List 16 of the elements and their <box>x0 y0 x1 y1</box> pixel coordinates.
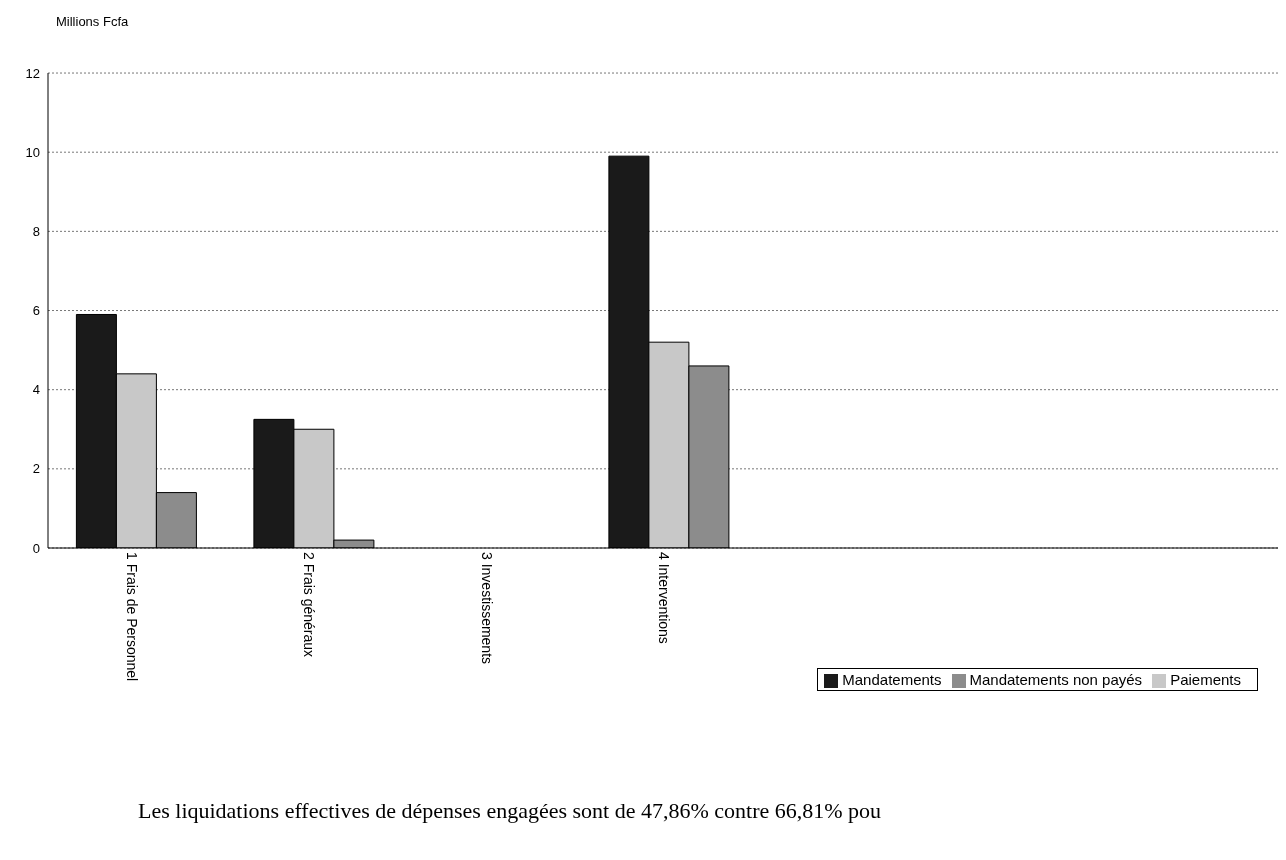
y-tick-label: 4 <box>32 382 40 398</box>
x-tick-label: 4 Interventions <box>656 552 673 644</box>
y-tick-label: 2 <box>32 461 40 477</box>
x-tick-label: 1 Frais de Personnel <box>123 552 140 682</box>
y-tick-label: 10 <box>25 144 40 160</box>
y-tick-label: 8 <box>32 223 40 239</box>
legend-label: Paiements <box>1170 671 1241 688</box>
y-tick-label: 0 <box>32 540 40 556</box>
legend-label: Mandatements non payés <box>969 671 1143 688</box>
x-tick-label: 2 Frais généraux <box>301 552 318 658</box>
legend-label: Mandatements <box>842 671 942 688</box>
text: Les liquidations effectives de dépenses engagées sont de 47,86% contre 66,81% pou <box>138 798 882 824</box>
y-tick-label: 6 <box>32 303 40 319</box>
y-axis-title: Millions Fcfa <box>56 14 129 29</box>
y-tick-label: 12 <box>25 65 40 81</box>
x-tick-label: 3 Investissements <box>478 552 495 665</box>
